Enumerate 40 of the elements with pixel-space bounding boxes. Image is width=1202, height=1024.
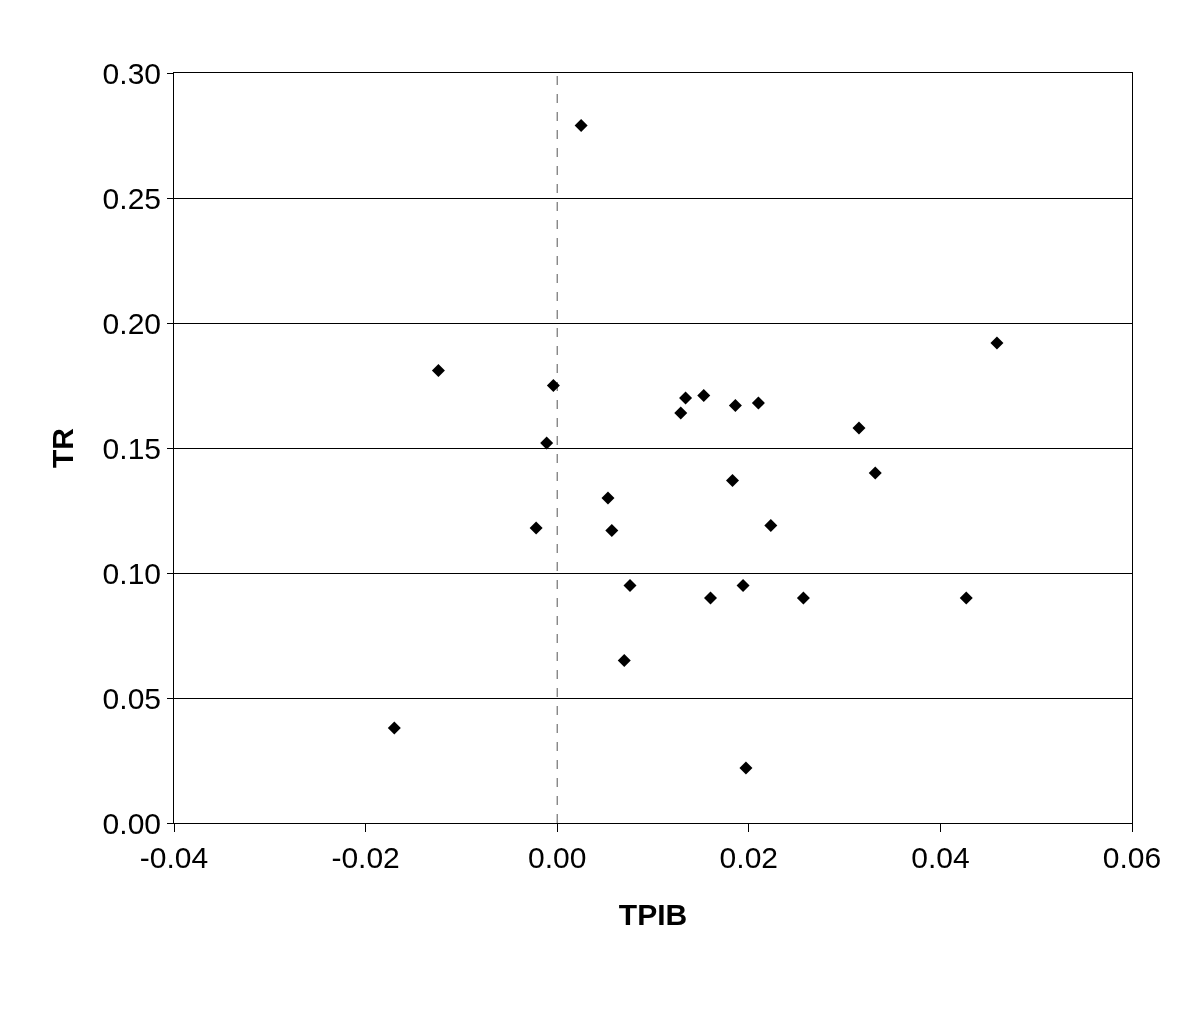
x-tick-label: 0.06 [1102,841,1162,874]
x-axis-title: TPIB [618,897,688,931]
point [679,391,693,405]
point [751,396,765,410]
point [736,579,750,592]
point [697,389,711,402]
y-axis-title: TR [45,427,79,468]
point [959,591,973,605]
point [796,591,810,605]
point [540,436,554,450]
point [605,524,619,537]
y-tick-label: 0.25 [102,181,161,215]
point [529,521,543,535]
x-tick-label: 0.00 [528,841,587,874]
point [431,364,445,377]
point [728,399,742,412]
point [387,721,401,735]
point [703,591,717,605]
point [674,406,688,420]
point [868,466,882,480]
point [546,379,560,392]
y-tick-label: 0.10 [102,556,161,590]
point [623,579,637,592]
x-tick-label: 0.02 [719,841,778,874]
point [990,336,1004,350]
point [726,474,740,487]
y-tick-label: 0.20 [102,306,161,340]
point [601,491,615,505]
point [617,654,631,667]
point [739,761,753,775]
point [852,421,866,435]
point [764,519,778,532]
y-tick-label: 0.00 [102,806,161,840]
y-tick-label: 0.05 [102,681,161,715]
point [574,119,588,132]
y-tick-label: 0.30 [102,56,161,90]
x-tick-label: -0.02 [331,841,400,874]
x-tick-label: -0.04 [139,841,209,874]
y-tick-label: 0.15 [102,431,161,465]
x-tick-label: 0.04 [911,841,970,874]
